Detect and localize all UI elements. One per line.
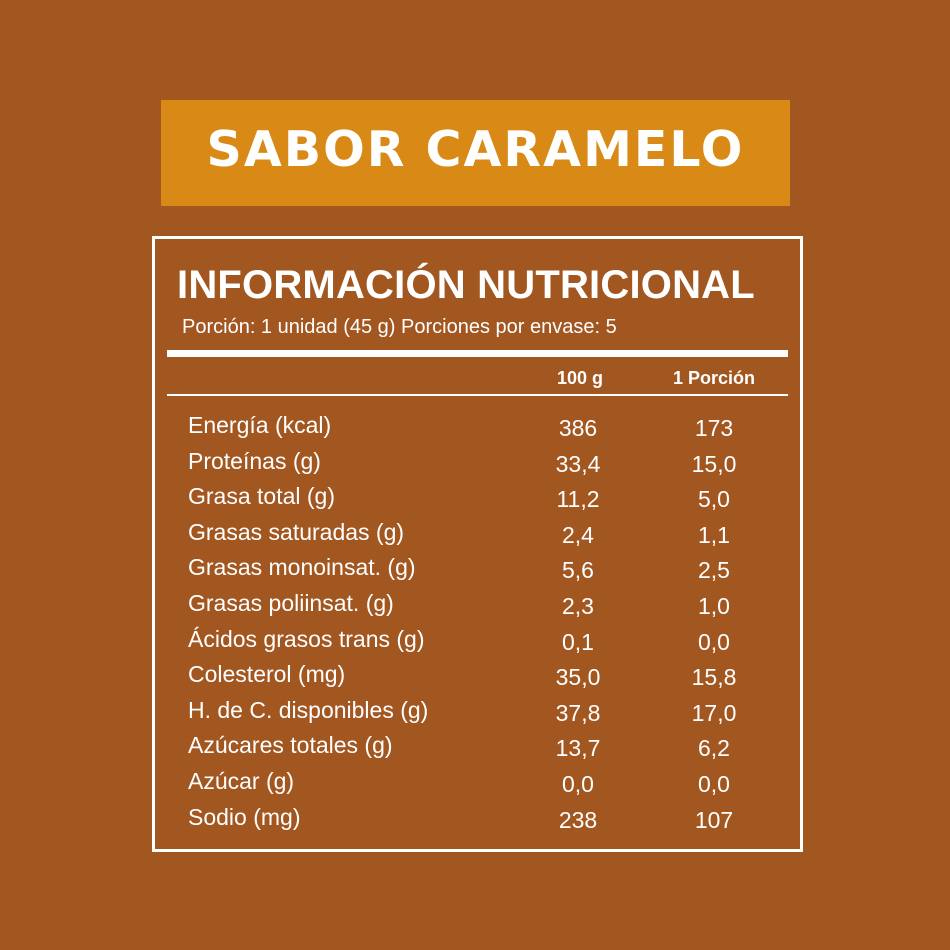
value-per-portion: 1,1 <box>698 521 730 548</box>
nutrient-row-total-sugars: Azúcares totales (g) 13,7 6,2 <box>155 728 800 764</box>
nutrient-label: Azúcar (g) <box>188 767 295 794</box>
nutrient-label: Colesterol (mg) <box>188 661 346 688</box>
value-per-portion: 1,0 <box>698 592 730 619</box>
nutrient-row-carbohydrates: H. de C. disponibles (g) 37,8 17,0 <box>155 693 800 729</box>
value-per-100g: 37,8 <box>555 699 601 726</box>
value-per-portion: 5,0 <box>698 486 730 513</box>
nutrient-label: Grasas monoinsat. (g) <box>188 554 416 581</box>
value-per-100g: 5,6 <box>562 557 594 584</box>
nutrient-row-energy: Energía (kcal) 386 173 <box>155 408 800 444</box>
nutrient-row-total-fat: Grasa total (g) 11,2 5,0 <box>155 479 800 515</box>
nutrient-label: Ácidos grasos trans (g) <box>188 625 425 652</box>
nutrient-label: Azúcares totales (g) <box>188 732 393 759</box>
flavor-title: SABOR CARAMELO <box>206 121 745 178</box>
value-per-portion: 173 <box>694 415 734 441</box>
value-per-100g: 0,0 <box>562 770 594 797</box>
nutrient-row-trans-fat: Ácidos grasos trans (g) 0,1 0,0 <box>155 622 800 658</box>
nutrient-label: H. de C. disponibles (g) <box>188 696 429 723</box>
value-per-portion: 0,0 <box>698 770 730 797</box>
nutrient-row-cholesterol: Colesterol (mg) 35,0 15,8 <box>155 657 800 693</box>
value-per-portion: 107 <box>694 806 734 833</box>
nutrient-label: Energía (kcal) <box>188 412 332 438</box>
value-per-portion: 0,0 <box>698 628 730 655</box>
serving-info: Porción: 1 unidad (45 g) Porciones por e… <box>182 316 617 338</box>
thin-divider <box>167 394 788 396</box>
nutrient-label: Grasa total (g) <box>188 483 335 510</box>
value-per-100g: 11,2 <box>556 486 600 513</box>
nutrient-row-sugar: Azúcar (g) 0,0 0,0 <box>155 764 800 800</box>
value-per-portion: 15,0 <box>691 450 737 477</box>
nutrient-label: Grasas saturadas (g) <box>188 518 405 545</box>
value-per-portion: 17,0 <box>691 699 737 726</box>
thick-divider <box>167 350 788 357</box>
column-header-100g: 100 g <box>556 368 604 388</box>
nutrient-row-polyunsaturated-fat: Grasas poliinsat. (g) 2,3 1,0 <box>155 586 800 622</box>
nutrient-row-monounsaturated-fat: Grasas monoinsat. (g) 5,6 2,5 <box>155 550 800 586</box>
value-per-100g: 13,7 <box>555 735 601 762</box>
value-per-portion: 2,5 <box>698 557 730 584</box>
column-header-portion: 1 Porción <box>672 368 756 388</box>
nutrient-label: Grasas poliinsat. (g) <box>188 589 394 616</box>
value-per-100g: 33,4 <box>555 450 601 477</box>
nutrient-row-sodium: Sodio (mg) 238 107 <box>155 800 800 836</box>
nutrient-row-saturated-fat: Grasas saturadas (g) 2,4 1,1 <box>155 515 800 551</box>
nutrient-rows: Energía (kcal) 386 173 Proteínas (g) 33,… <box>155 408 800 835</box>
value-per-100g: 238 <box>558 806 598 833</box>
flavor-banner: SABOR CARAMELO <box>161 100 790 206</box>
value-per-portion: 6,2 <box>698 735 730 762</box>
nutrient-label: Proteínas (g) <box>188 447 321 474</box>
nutrient-label: Sodio (mg) <box>188 803 301 830</box>
value-per-portion: 15,8 <box>691 664 737 691</box>
value-per-100g: 2,4 <box>562 521 594 548</box>
value-per-100g: 0,1 <box>562 628 594 655</box>
value-per-100g: 386 <box>558 415 598 441</box>
nutrition-title: INFORMACIÓN NUTRICIONAL <box>177 263 755 307</box>
value-per-100g: 2,3 <box>562 592 594 619</box>
nutrition-facts-panel: INFORMACIÓN NUTRICIONAL Porción: 1 unida… <box>152 236 803 852</box>
value-per-100g: 35,0 <box>555 664 601 691</box>
nutrient-row-protein: Proteínas (g) 33,4 15,0 <box>155 444 800 480</box>
